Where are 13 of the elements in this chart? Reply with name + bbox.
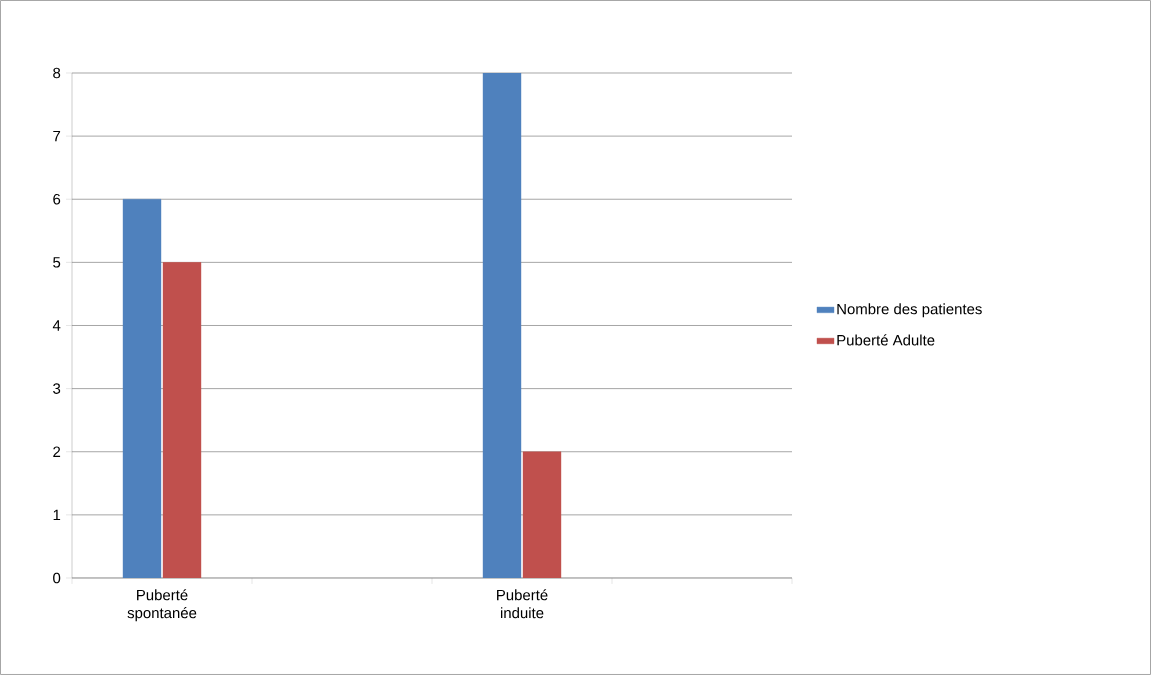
y-tick-label: 6 [53,193,61,205]
y-tick-label: 8 [53,67,61,79]
x-tick-label: Puberté spontanée [127,589,197,622]
y-tick-label: 3 [53,383,61,394]
y-tick-label: 7 [53,130,61,142]
y-tick-label: 2 [53,446,61,457]
legend-label: Puberté Adulte [837,334,935,346]
y-tick-label: 0 [53,572,61,584]
y-tick-label: 5 [53,257,61,268]
x-tick-label: Puberté induite [497,589,548,619]
legend-label: Nombre des patientes [837,303,982,318]
y-tick-label: 1 [53,509,61,520]
y-tick-label: 4 [52,320,61,331]
